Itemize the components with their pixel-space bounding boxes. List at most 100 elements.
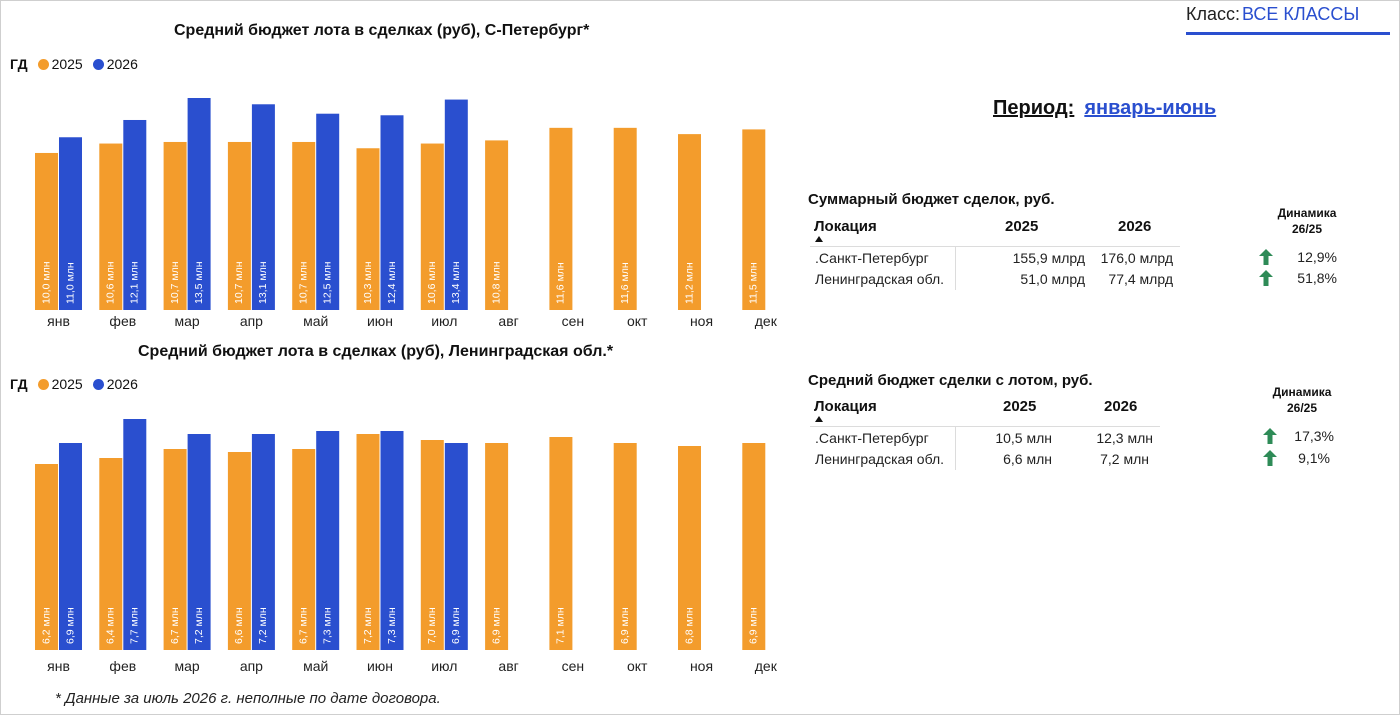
x-tick-label: ноя — [690, 313, 713, 329]
legend-item-2025: 2025 — [37, 56, 83, 72]
bar-2026-апр[interactable] — [251, 104, 275, 310]
table-cell-2026: 7,2 млн — [1100, 451, 1149, 467]
table-divider — [955, 426, 956, 470]
data-label: 7,2 млн — [193, 607, 205, 644]
data-label: 6,7 млн — [169, 607, 181, 644]
bar-2026-июн[interactable] — [380, 115, 404, 310]
bar-2025-сен[interactable] — [549, 437, 573, 650]
bar-2026-янв[interactable] — [59, 137, 82, 310]
data-label: 12,5 млн — [321, 261, 333, 304]
table-cell-2025: 10,5 млн — [995, 430, 1052, 446]
x-tick-label: окт — [627, 313, 648, 329]
col-header-2025[interactable]: 2025 — [1005, 218, 1039, 235]
x-tick-label: фев — [109, 313, 136, 329]
bar-2025-ноя[interactable] — [678, 134, 701, 310]
data-label: 10,7 млн — [233, 261, 245, 304]
table-title-total-budget: Суммарный бюджет сделок, руб. — [808, 191, 1055, 208]
bar-2026-апр[interactable] — [251, 434, 275, 650]
data-label: 7,3 млн — [386, 607, 398, 644]
legend-gd-label: ГД — [10, 56, 28, 72]
x-tick-label: июн — [367, 658, 393, 674]
bar-2026-май[interactable] — [316, 113, 340, 310]
bar-2026-фев[interactable] — [123, 419, 147, 650]
bar-2025-июл[interactable] — [420, 440, 444, 650]
table-cell-2026: 77,4 млрд — [1108, 271, 1173, 287]
bar-2025-фев[interactable] — [99, 458, 123, 650]
period-selector[interactable]: Период: январь-июнь — [993, 97, 1216, 120]
data-label: 6,4 млн — [105, 607, 117, 644]
bar-2025-авг[interactable] — [485, 443, 509, 650]
bar-2025-июл[interactable] — [420, 143, 444, 310]
data-label: 10,8 млн — [490, 261, 502, 304]
bar-2025-мар[interactable] — [163, 449, 187, 650]
bar-2025-окт[interactable] — [613, 127, 637, 310]
data-label: 6,6 млн — [233, 607, 245, 644]
arrow-up-icon — [1259, 270, 1273, 286]
bar-2025-апр[interactable] — [227, 141, 251, 310]
arrow-up-icon — [1263, 450, 1277, 466]
bar-2025-авг[interactable] — [485, 140, 509, 310]
col-header-2025[interactable]: 2025 — [1003, 398, 1037, 415]
table-cell-2025: 155,9 млрд — [1012, 250, 1085, 266]
bar-2026-фев[interactable] — [123, 119, 147, 310]
x-tick-label: июн — [367, 313, 393, 329]
data-label: 11,6 млн — [619, 262, 631, 304]
class-filter-value[interactable]: ВСЕ КЛАССЫ — [1242, 4, 1360, 24]
data-label: 6,7 млн — [297, 607, 309, 644]
bar-2025-янв[interactable] — [35, 464, 58, 650]
table-divider — [955, 246, 956, 290]
bar-2025-окт[interactable] — [613, 443, 637, 650]
x-tick-label: дек — [755, 658, 778, 674]
bar-2026-мар[interactable] — [187, 98, 211, 310]
x-tick-label: янв — [47, 658, 70, 674]
bar-2026-мар[interactable] — [187, 434, 211, 650]
bar-2025-янв[interactable] — [35, 152, 58, 310]
data-label: 10,7 млн — [297, 261, 309, 304]
bar-2025-сен[interactable] — [549, 127, 573, 310]
bar-2026-июн[interactable] — [380, 431, 404, 650]
bar-2025-фев[interactable] — [99, 143, 123, 310]
sort-asc-icon[interactable] — [815, 416, 823, 422]
bar-2026-июл[interactable] — [444, 99, 468, 310]
bar-2025-апр[interactable] — [227, 452, 251, 650]
x-tick-label: апр — [240, 313, 263, 329]
x-tick-label: фев — [109, 658, 136, 674]
data-label: 13,1 млн — [257, 261, 269, 304]
bar-2025-май[interactable] — [292, 449, 316, 650]
data-label: 11,0 млн — [64, 262, 76, 304]
class-filter[interactable]: Класс: ВСЕ КЛАССЫ — [1186, 4, 1390, 35]
col-header-dynamics: Динамика 26/25 — [1277, 206, 1337, 236]
bar-2025-июн[interactable] — [356, 434, 380, 650]
col-header-2026[interactable]: 2026 — [1104, 398, 1138, 415]
period-value[interactable]: январь-июнь — [1084, 97, 1217, 119]
x-tick-label: авг — [498, 658, 518, 674]
x-tick-label: сен — [562, 313, 585, 329]
data-label: 10,3 млн — [362, 261, 374, 304]
col-header-2026[interactable]: 2026 — [1118, 218, 1152, 235]
sort-asc-icon[interactable] — [815, 236, 823, 242]
table-divider — [810, 426, 1160, 427]
col-header-dynamics: Динамика 26/25 — [1272, 385, 1332, 415]
bar-2025-дек[interactable] — [742, 443, 766, 650]
bar-2025-июн[interactable] — [356, 148, 380, 310]
bar-2025-мар[interactable] — [163, 141, 187, 310]
table-cell-2026: 12,3 млн — [1096, 430, 1153, 446]
data-label: 12,1 млн — [129, 261, 141, 304]
col-header-location[interactable]: Локация — [814, 398, 877, 415]
bar-2026-янв[interactable] — [59, 443, 82, 650]
bar-2025-дек[interactable] — [742, 129, 766, 310]
bar-2025-ноя[interactable] — [678, 446, 701, 650]
bar-2026-июл[interactable] — [444, 443, 468, 650]
table-row-location: .Санкт-Петербург — [815, 250, 929, 266]
data-label: 7,3 млн — [321, 607, 333, 644]
bar-chart-lo: 6,2 млн 6,9 млн янв 6,4 млн 7,7 млн фев 6,7 мл… — [35, 419, 778, 674]
legend-dot-2026 — [92, 58, 104, 70]
data-label: 7,0 млн — [426, 607, 438, 644]
bar-2025-май[interactable] — [292, 141, 316, 310]
bar-2026-май[interactable] — [316, 431, 340, 650]
class-filter-label: Класс: — [1186, 4, 1240, 24]
col-header-location[interactable]: Локация — [814, 218, 877, 235]
chart-legend-lo: ГД 2025 2026 — [10, 376, 148, 392]
arrow-up-icon — [1263, 428, 1277, 444]
period-label: Период: — [993, 97, 1075, 119]
